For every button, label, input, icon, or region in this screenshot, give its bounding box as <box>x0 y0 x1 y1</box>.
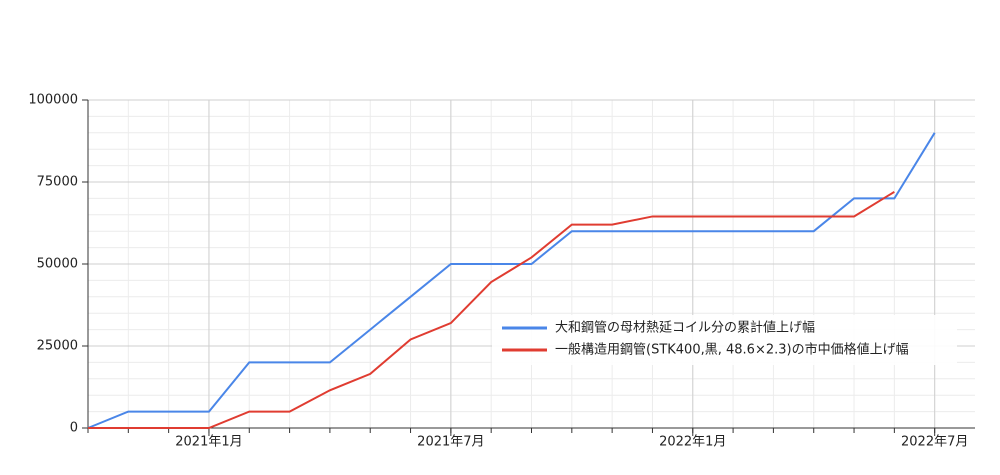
series-line <box>87 132 936 429</box>
legend-box <box>492 315 957 365</box>
y-tick-label: 75000 <box>37 175 78 190</box>
y-tick-label: 100000 <box>28 93 78 108</box>
y-tick-label: 50000 <box>37 257 78 272</box>
y-tick-label: 0 <box>70 421 78 436</box>
legend-label: 大和鋼管の母材熱延コイル分の累計値上げ幅 <box>555 320 815 336</box>
x-tick-label: 2022年1月 <box>659 435 726 450</box>
x-tick-label: 2021年1月 <box>175 435 242 450</box>
x-tick-label: 2022年7月 <box>901 435 968 450</box>
legend-label: 一般構造用鋼管(STK400,黒, 48.6×2.3)の市中価格値上げ幅 <box>555 342 909 358</box>
series-line <box>88 190 895 429</box>
x-tick-label: 2021年7月 <box>417 435 484 450</box>
y-tick-label: 25000 <box>37 339 78 354</box>
